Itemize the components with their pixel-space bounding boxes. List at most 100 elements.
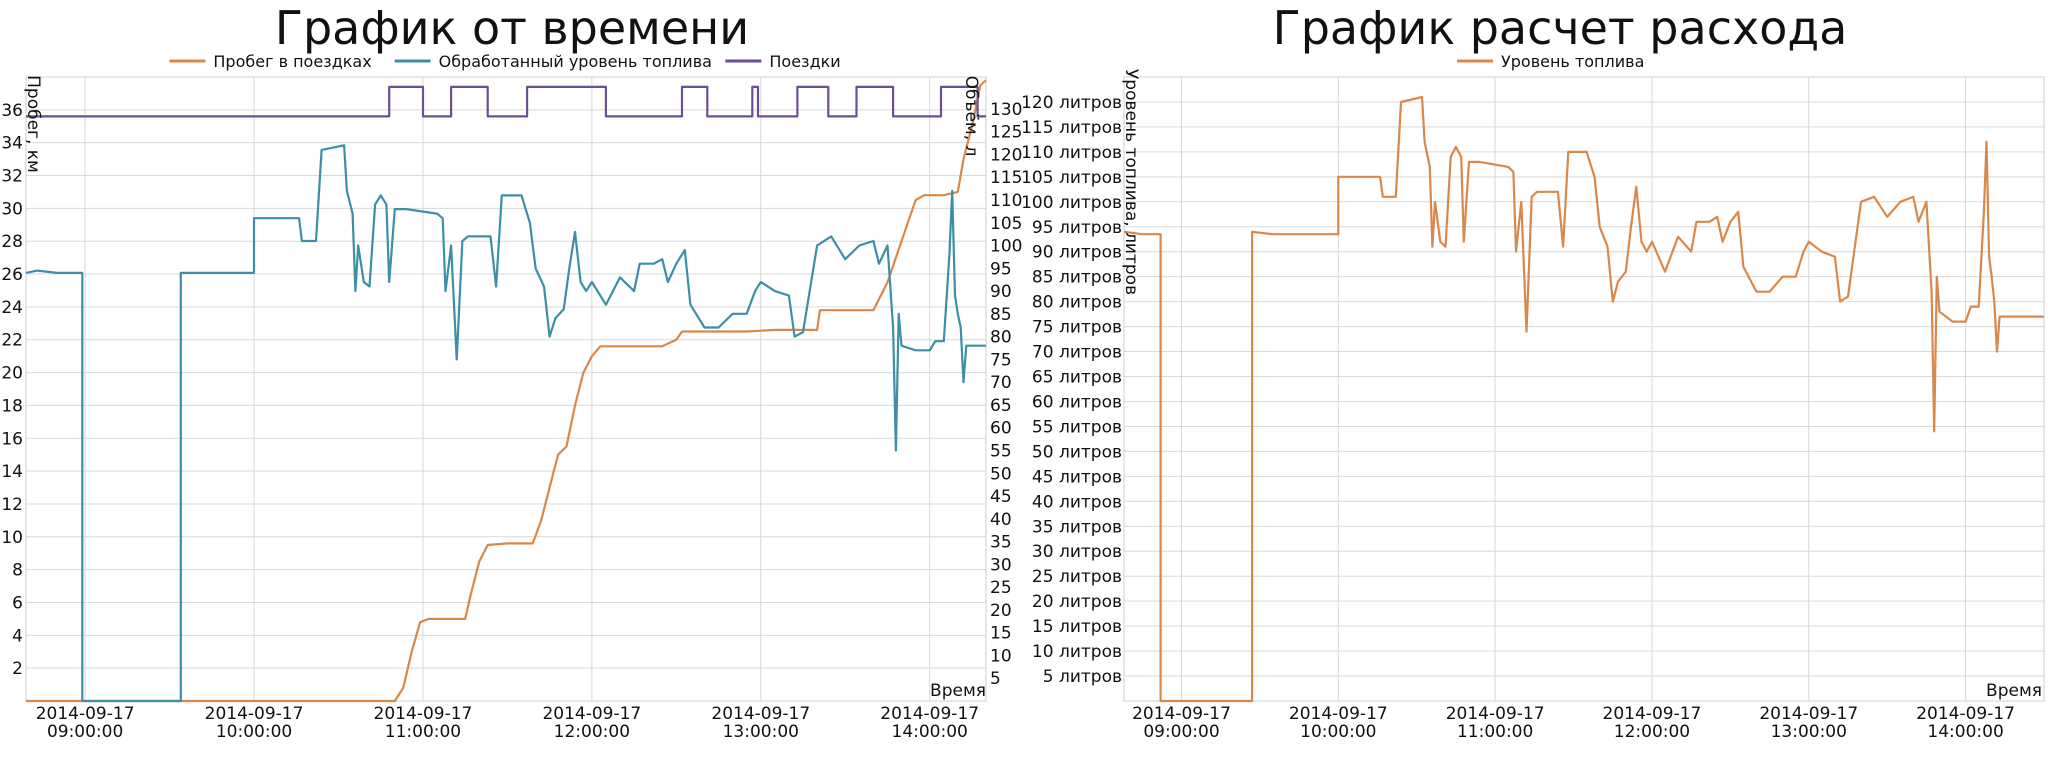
- y-left-tick-label: 26: [1, 265, 23, 285]
- legend-label: Обработанный уровень топлива: [439, 52, 712, 71]
- y-tick-label: 45 литров: [1032, 467, 1122, 487]
- y-right-tick-label: 10: [990, 646, 1012, 666]
- y-tick-label: 70 литров: [1032, 343, 1122, 363]
- y-left-tick-label: 20: [1, 364, 23, 384]
- y-tick-label: 20 литров: [1032, 592, 1122, 612]
- y-right-tick-label: 95: [990, 259, 1012, 279]
- y-left-tick-label: 36: [1, 101, 23, 121]
- series-line-3: [26, 85, 986, 118]
- y-left-tick-label: 14: [1, 462, 23, 482]
- chart2-legend: Уровень топлива: [1457, 52, 1644, 71]
- x-tick-label: 2014-09-17 12:00:00: [542, 704, 641, 742]
- x-tick-label: 2014-09-17 13:00:00: [1759, 704, 1858, 742]
- legend-label: Пробег в поездках: [213, 52, 371, 71]
- y-tick-label: 105 литров: [1021, 168, 1122, 188]
- y-right-tick-label: 55: [990, 441, 1012, 461]
- y-tick-label: 40 литров: [1032, 492, 1122, 512]
- y-left-tick-label: 6: [12, 593, 23, 613]
- chart-consumption: 5 литров 10 литров 15 литров 20 литров 25 ли…: [1021, 1, 2045, 742]
- y-right-tick-label: 130: [990, 100, 1022, 120]
- chart2-ticks: 5 литров 10 литров 15 литров 20 литров 25 ли…: [1021, 93, 2015, 742]
- y-right-tick-label: 100: [990, 237, 1022, 257]
- y-right-tick-label: 110: [990, 191, 1022, 211]
- y-right-tick-label: 70: [990, 373, 1012, 393]
- y-right-tick-label: 105: [990, 214, 1022, 234]
- y-right-tick-label: 15: [990, 624, 1012, 644]
- y-left-tick-label: 24: [1, 298, 23, 318]
- x-tick-label: 2014-09-17 11:00:00: [374, 704, 473, 742]
- chart1-series-layer: [25, 79, 987, 703]
- y-tick-label: 5 литров: [1043, 667, 1122, 687]
- y-tick-label: 100 литров: [1021, 193, 1122, 213]
- y-right-tick-label: 120: [990, 145, 1022, 165]
- y-right-tick-label: 125: [990, 123, 1022, 143]
- chart1-ticks: 2468101214161820222426283032343651015202…: [1, 100, 1022, 742]
- y-right-tick-label: 115: [990, 168, 1022, 188]
- y-left-tick-label: 32: [1, 167, 23, 187]
- y-right-tick-label: 65: [990, 396, 1012, 416]
- y-tick-label: 115 литров: [1021, 118, 1122, 138]
- chart1-title: График от времени: [275, 1, 749, 55]
- x-tick-label: 2014-09-17 13:00:00: [711, 704, 810, 742]
- y-tick-label: 90 литров: [1032, 243, 1122, 263]
- chart1-grid: [26, 77, 986, 701]
- legend-label: Уровень топлива: [1501, 52, 1644, 71]
- y-right-tick-label: 40: [990, 510, 1012, 530]
- y-left-tick-label: 16: [1, 429, 23, 449]
- chart1-plot-frame: [25, 76, 987, 702]
- chart2-grid: [1124, 77, 2044, 701]
- y-tick-label: 65 литров: [1032, 368, 1122, 388]
- y-tick-label: 50 литров: [1032, 442, 1122, 462]
- y-tick-label: 25 литров: [1032, 567, 1122, 587]
- chart1-ylabel-right: Объём, л: [961, 76, 981, 157]
- y-left-tick-label: 34: [1, 134, 23, 154]
- y-tick-label: 110 литров: [1021, 143, 1122, 163]
- chart-time: 2468101214161820222426283032343651015202…: [1, 1, 1022, 742]
- y-left-tick-label: 8: [12, 561, 23, 581]
- y-left-tick-label: 12: [1, 495, 23, 515]
- y-tick-label: 85 литров: [1032, 268, 1122, 288]
- series-line-2: [25, 144, 986, 703]
- y-tick-label: 120 литров: [1021, 93, 1122, 113]
- x-tick-label: 2014-09-17 11:00:00: [1446, 704, 1545, 742]
- y-tick-label: 10 литров: [1032, 642, 1122, 662]
- y-right-tick-label: 60: [990, 419, 1012, 439]
- x-tick-label: 2014-09-17 14:00:00: [880, 704, 979, 742]
- y-right-tick-label: 20: [990, 601, 1012, 621]
- y-right-tick-label: 80: [990, 328, 1012, 348]
- chart1-xlabel: Время: [930, 681, 986, 701]
- chart2-plot-frame: [1123, 76, 2045, 702]
- y-tick-label: 60 литров: [1032, 392, 1122, 412]
- y-left-tick-label: 4: [12, 626, 23, 646]
- y-right-tick-label: 75: [990, 350, 1012, 370]
- chart2-ylabel: Уровень топлива, литров: [1121, 69, 1141, 295]
- y-tick-label: 15 литров: [1032, 617, 1122, 637]
- y-tick-label: 95 литров: [1032, 218, 1122, 238]
- y-left-tick-label: 10: [1, 528, 23, 548]
- y-right-tick-label: 50: [990, 464, 1012, 484]
- y-right-tick-label: 45: [990, 487, 1012, 507]
- x-tick-label: 2014-09-17 12:00:00: [1603, 704, 1702, 742]
- y-right-tick-label: 85: [990, 305, 1012, 325]
- y-left-tick-label: 22: [1, 331, 23, 351]
- chart2-title: График расчет расхода: [1273, 1, 1848, 55]
- y-right-tick-label: 5: [990, 669, 1001, 689]
- x-tick-label: 2014-09-17 10:00:00: [1289, 704, 1388, 742]
- y-tick-label: 35 литров: [1032, 517, 1122, 537]
- y-tick-label: 55 литров: [1032, 417, 1122, 437]
- y-tick-label: 30 литров: [1032, 542, 1122, 562]
- chart2-xlabel: Время: [1986, 681, 2042, 701]
- x-tick-label: 2014-09-17 09:00:00: [1132, 704, 1231, 742]
- chart1-ylabel-left: Пробег, км: [23, 75, 43, 173]
- y-tick-label: 80 литров: [1032, 293, 1122, 313]
- y-right-tick-label: 30: [990, 555, 1012, 575]
- y-right-tick-label: 90: [990, 282, 1012, 302]
- x-tick-label: 2014-09-17 09:00:00: [36, 704, 135, 742]
- y-left-tick-label: 2: [12, 659, 23, 679]
- y-left-tick-label: 18: [1, 396, 23, 416]
- series-line-1: [1123, 95, 2044, 703]
- y-tick-label: 75 литров: [1032, 318, 1122, 338]
- y-right-tick-label: 35: [990, 533, 1012, 553]
